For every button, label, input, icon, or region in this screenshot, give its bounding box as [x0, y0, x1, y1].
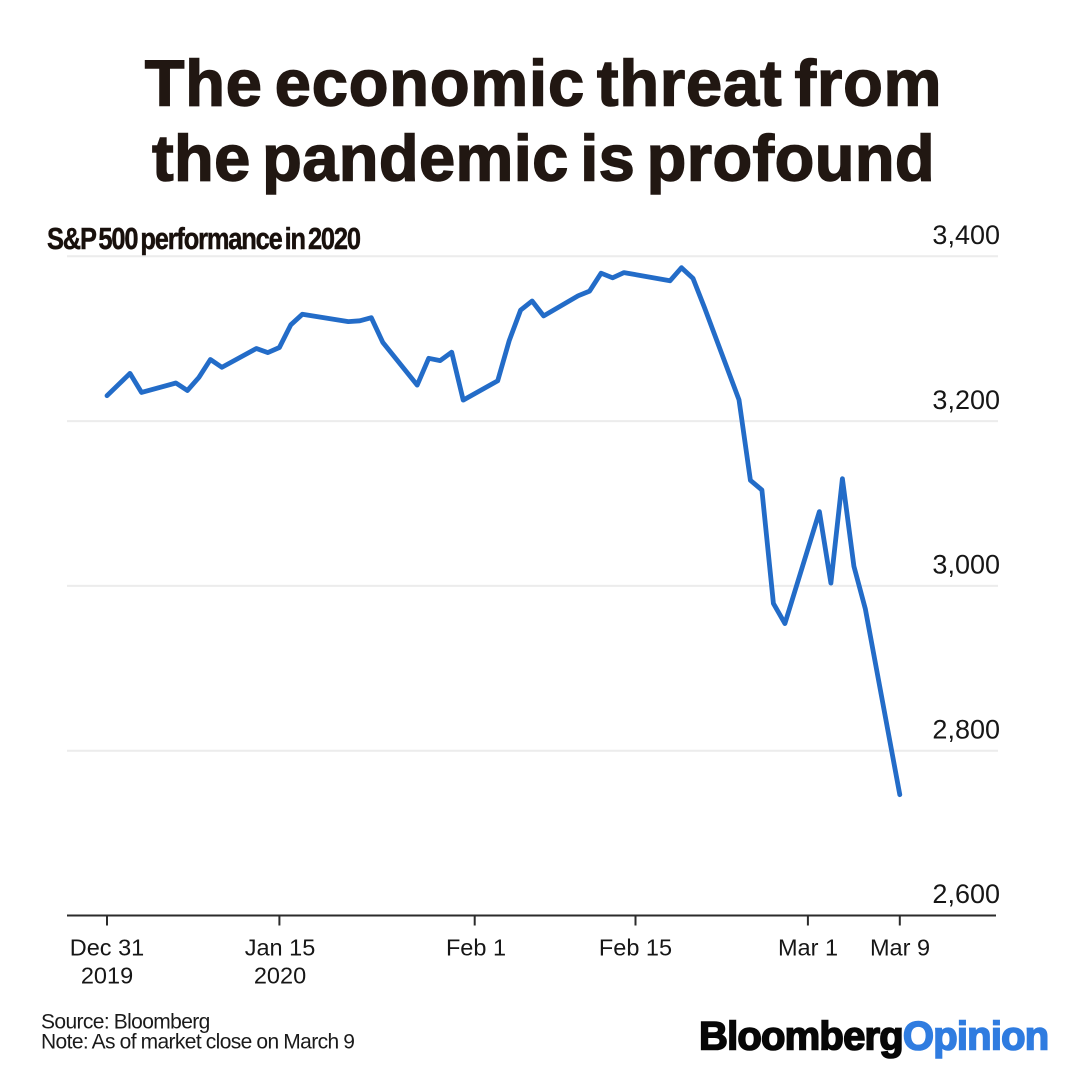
svg-text:Dec 31: Dec 31: [70, 935, 144, 961]
svg-text:2019: 2019: [81, 963, 133, 989]
svg-text:The economic threat from: The economic threat from: [145, 47, 943, 120]
svg-text:3,400: 3,400: [932, 220, 1000, 250]
svg-text:3,200: 3,200: [932, 385, 1000, 415]
svg-text:3,000: 3,000: [932, 550, 1000, 580]
svg-text:BloombergOpinion: BloombergOpinion: [699, 1015, 1048, 1059]
svg-text:the pandemic is profound: the pandemic is profound: [152, 122, 935, 195]
svg-text:2020: 2020: [254, 963, 306, 989]
svg-text:Feb 1: Feb 1: [446, 935, 506, 961]
svg-text:2,800: 2,800: [932, 714, 1000, 744]
svg-text:2,600: 2,600: [932, 879, 1000, 909]
svg-text:Jan 15: Jan 15: [245, 935, 316, 961]
svg-text:Mar 9: Mar 9: [870, 935, 930, 961]
svg-text:Source: Bloomberg: Source: Bloomberg: [41, 1010, 210, 1033]
svg-text:Feb 15: Feb 15: [599, 935, 672, 961]
svg-text:Note: As of market close on Ma: Note: As of market close on March 9: [41, 1030, 354, 1053]
svg-text:S&P 500 performance in 2020: S&P 500 performance in 2020: [47, 222, 360, 257]
svg-text:Mar 1: Mar 1: [778, 935, 838, 961]
